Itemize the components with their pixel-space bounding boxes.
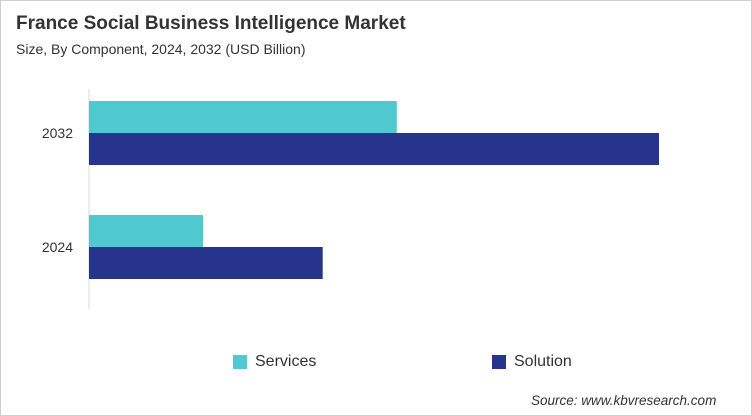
bar-services-2024 xyxy=(89,215,203,247)
bar-solution-2024 xyxy=(89,247,323,279)
category-label-2032: 2032 xyxy=(42,125,73,141)
bars-group xyxy=(89,101,659,279)
legend-item-solution: Solution xyxy=(492,353,572,371)
category-labels: 2032 2024 xyxy=(42,125,73,255)
bar-chart: 2032 2024 xyxy=(42,89,659,309)
category-label-2024: 2024 xyxy=(42,239,73,255)
source-note: Source: www.kbvresearch.com xyxy=(531,393,717,408)
bar-services-2032 xyxy=(89,101,397,133)
bar-solution-2032 xyxy=(89,133,659,165)
legend-swatch-solution xyxy=(492,355,506,369)
chart-title: France Social Business Intelligence Mark… xyxy=(16,13,406,34)
legend-item-services: Services xyxy=(233,353,316,371)
legend-label-solution: Solution xyxy=(514,353,572,370)
legend-label-services: Services xyxy=(255,353,317,370)
legend-swatch-services xyxy=(233,355,247,369)
chart-subtitle: Size, By Component, 2024, 2032 (USD Bill… xyxy=(16,41,306,57)
